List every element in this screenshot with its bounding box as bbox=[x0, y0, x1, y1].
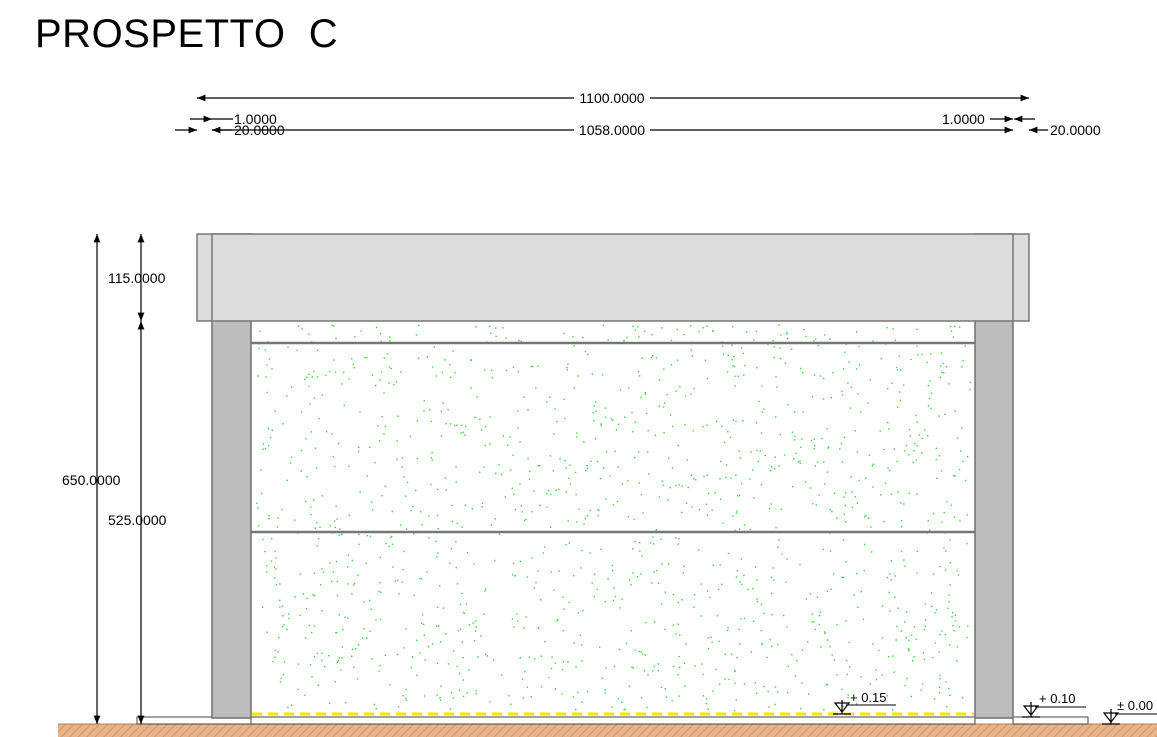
level-marker-ground: ± 0.00 bbox=[1102, 698, 1157, 725]
dimension-left-column: 20.0000 bbox=[175, 122, 285, 138]
dim-label-total-width: 1100.0000 bbox=[579, 90, 644, 106]
dimension-total-height: 650.0000 bbox=[62, 234, 121, 724]
level-label-sidewalk: + 0.10 bbox=[1039, 691, 1076, 706]
level-marker-icon bbox=[833, 700, 851, 715]
dim-label-left-overhang: 1.0000 bbox=[234, 111, 277, 127]
ground-strip bbox=[58, 724, 1157, 737]
level-label-inner-floor: + 0.15 bbox=[850, 690, 887, 705]
infill-hatch bbox=[256, 324, 972, 712]
dimension-wall-height: 525.0000 bbox=[108, 321, 167, 724]
dimension-right-column: 20.0000 bbox=[1028, 122, 1101, 138]
dim-label-inner-width: 1058.0000 bbox=[579, 122, 645, 138]
dimension-beam-height: 115.0000 bbox=[108, 234, 166, 321]
dim-label-right-overhang: 1.0000 bbox=[942, 111, 985, 127]
dim-label-left-column: 20.0000 bbox=[234, 122, 285, 138]
floor-slab-inner bbox=[250, 716, 976, 725]
level-label-ground: ± 0.00 bbox=[1117, 698, 1153, 713]
infill-wall bbox=[250, 320, 976, 719]
dimension-right-overhang: 1.0000 bbox=[942, 111, 1035, 127]
dimension-total-width: 1100.0000 bbox=[197, 90, 1029, 106]
dimension-inner-width: 1058.0000 bbox=[212, 122, 1013, 138]
roof-beam bbox=[196, 233, 1030, 322]
dim-label-beam-height: 115.0000 bbox=[108, 270, 166, 286]
dimension-left-overhang: 1.0000 bbox=[190, 111, 277, 127]
sidewalk-slab bbox=[1012, 716, 1089, 725]
dim-label-total-height: 650.0000 bbox=[62, 472, 121, 488]
level-marker-inner-floor: + 0.15 bbox=[833, 690, 896, 715]
dim-label-wall-height: 525.0000 bbox=[108, 512, 167, 528]
level-marker-icon bbox=[1022, 702, 1040, 718]
level-marker-icon bbox=[1102, 709, 1120, 725]
drawing-title: PROSPETTO C bbox=[35, 12, 339, 56]
level-marker-sidewalk: + 0.10 bbox=[1022, 691, 1086, 718]
dim-label-right-column: 20.0000 bbox=[1050, 122, 1101, 138]
